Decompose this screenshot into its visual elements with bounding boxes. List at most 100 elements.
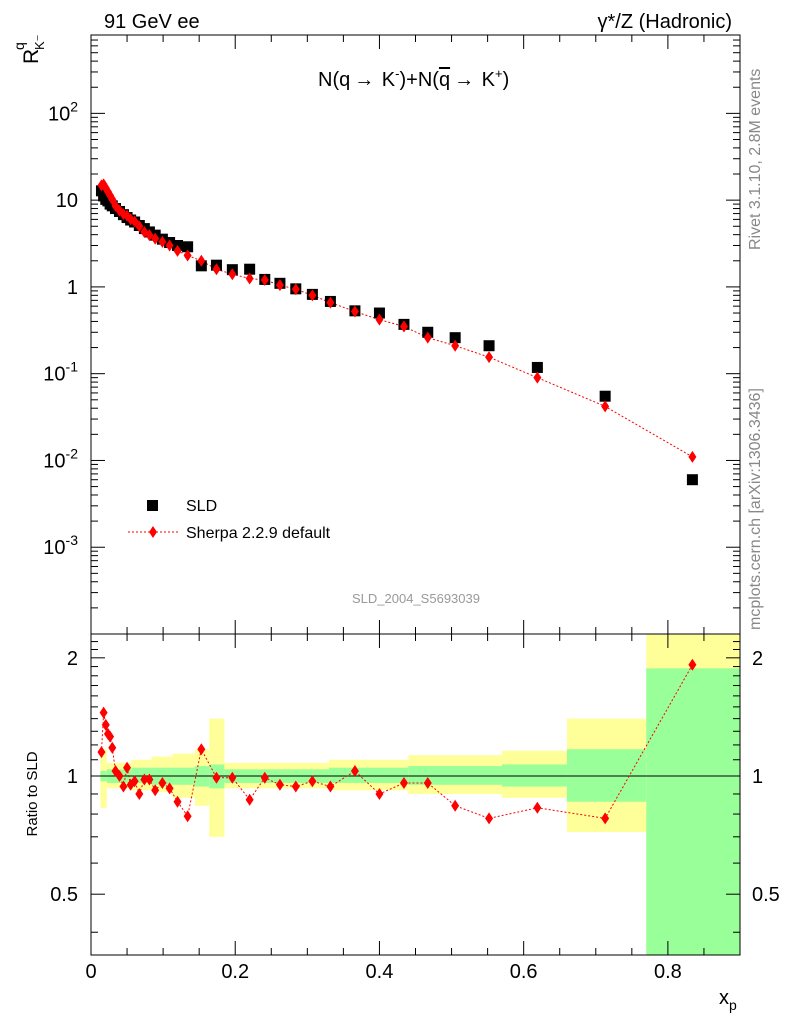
main-axis-ticks <box>90 34 741 635</box>
main-data-layer <box>95 185 698 486</box>
ratio-point-mc <box>130 775 139 788</box>
ratio-point-mc <box>158 776 167 789</box>
main-y-tick-label: 102 <box>48 98 78 125</box>
ratio-point-mc <box>115 770 124 783</box>
legend-label-sld: SLD <box>186 498 217 515</box>
ratio-point-mc <box>99 706 108 719</box>
y-axis-label-subscript: K⁻ <box>32 34 47 50</box>
ratio-panel: 0.5 0.5 1 1 2 2 0 0.2 0.4 0.6 0.8 Ratio to SLD xp <box>24 633 780 1013</box>
ratio-point-mc <box>108 741 117 754</box>
title-part-e: ) <box>503 69 510 91</box>
data-point-mc <box>399 320 408 333</box>
ratio-point-mc <box>326 780 335 793</box>
data-point-sld <box>182 241 194 253</box>
ratio-mc-layer <box>97 658 697 825</box>
ratio-y-tick-label-right: 2 <box>752 648 763 670</box>
tick-label-exponent: -2 <box>66 445 79 461</box>
x-tick-labels: 0 0.2 0.4 0.6 0.8 <box>85 961 681 983</box>
y-axis-label-base: R <box>20 49 43 64</box>
ratio-point-mc <box>183 810 192 823</box>
data-point-sld <box>599 390 611 402</box>
data-point-mc <box>688 450 697 463</box>
ratio-y-tick-label-right: 0.5 <box>752 884 780 906</box>
ratio-point-mc <box>123 761 132 774</box>
main-y-tick-label: 10-2 <box>43 445 78 472</box>
ratio-point-mc <box>106 730 115 743</box>
ratio-point-mc <box>275 778 284 791</box>
x-tick-label: 0.8 <box>654 961 682 983</box>
x-axis-label-subscript: p <box>729 997 737 1013</box>
main-y-tick-label: 1 <box>67 277 78 299</box>
data-point-mc <box>183 249 192 262</box>
main-mc-layer <box>97 178 697 463</box>
ratio-y-tick-label-left: 2 <box>67 648 78 670</box>
legend-marker-sld <box>147 500 158 511</box>
tick-label-base: 1 <box>67 277 78 299</box>
y-axis-label-superscript: q <box>11 42 27 50</box>
legend-marker-mc <box>149 526 157 538</box>
data-point-mc <box>197 254 206 267</box>
ratio-point-mc <box>173 795 182 808</box>
ratio-point-mc <box>165 782 174 795</box>
data-point-mc <box>245 272 254 285</box>
ratio-point-mc <box>601 812 610 825</box>
data-point-sld <box>531 361 543 373</box>
process-label: γ*/Z (Hadronic) <box>598 11 732 33</box>
main-mc-line-layer <box>101 183 693 458</box>
title-part-d: K <box>476 69 496 91</box>
ratio-point-mc <box>135 787 144 800</box>
ratio-point-mc <box>228 771 237 784</box>
data-point-mc <box>260 274 269 287</box>
data-point-mc <box>291 283 300 296</box>
data-point-mc <box>151 232 160 245</box>
title-arrow-2: → <box>454 69 474 91</box>
analysis-watermark: SLD_2004_S5693039 <box>352 591 480 606</box>
ratio-point-mc <box>245 793 254 806</box>
ratio-point-mc <box>399 776 408 789</box>
tick-label-exponent: -1 <box>66 359 79 375</box>
data-point-mc <box>375 313 384 326</box>
data-point-mc <box>308 289 317 302</box>
title-part-d-sup: + <box>495 66 503 81</box>
x-axis-label-base: x <box>719 987 729 1009</box>
ratio-point-mc <box>197 743 206 756</box>
ratio-point-mc <box>451 799 460 812</box>
data-point-mc <box>145 229 154 242</box>
ratio-point-mc <box>533 801 542 814</box>
ratio-y-tick-label-left: 0.5 <box>50 884 78 906</box>
tick-label-exponent: -3 <box>66 532 79 548</box>
ratio-y-tick-label-left: 1 <box>67 766 78 788</box>
mc-series-line <box>101 183 693 458</box>
main-y-tick-label: 10-3 <box>43 532 78 559</box>
ratio-axis-ticks <box>90 634 741 955</box>
data-point-mc <box>423 331 432 344</box>
x-axis-label: xp <box>719 987 737 1013</box>
data-point-sld <box>244 263 256 275</box>
data-point-mc <box>228 268 237 281</box>
tick-label-base: 10 <box>56 190 78 212</box>
ratio-band-inner <box>566 749 647 802</box>
ratio-point-mc <box>151 784 160 797</box>
data-point-mc <box>275 279 284 292</box>
data-point-sld <box>483 340 495 352</box>
data-point-mc <box>326 296 335 309</box>
title-part-b-sup: - <box>395 66 399 81</box>
tick-label-base: 10 <box>43 364 65 386</box>
data-point-sld <box>449 332 461 344</box>
legend: SLD Sherpa 2.2.9 default <box>128 498 331 542</box>
data-point-mc <box>173 244 182 257</box>
data-point-mc <box>212 263 221 276</box>
ratio-point-mc <box>375 787 384 800</box>
ratio-point-mc <box>101 718 110 731</box>
x-tick-label: 0.4 <box>366 961 394 983</box>
ratio-point-mc <box>423 776 432 789</box>
mcplots-label: mcplots.cern.ch [arXiv:1306.3436] <box>747 388 764 630</box>
ratio-y-tick-label-right: 1 <box>752 766 763 788</box>
title-arrow-1: → <box>354 69 374 91</box>
data-point-mc <box>158 235 167 248</box>
main-y-tick-label: 10 <box>56 190 78 212</box>
legend-label-mc: Sherpa 2.2.9 default <box>186 525 331 542</box>
data-point-mc <box>165 239 174 252</box>
